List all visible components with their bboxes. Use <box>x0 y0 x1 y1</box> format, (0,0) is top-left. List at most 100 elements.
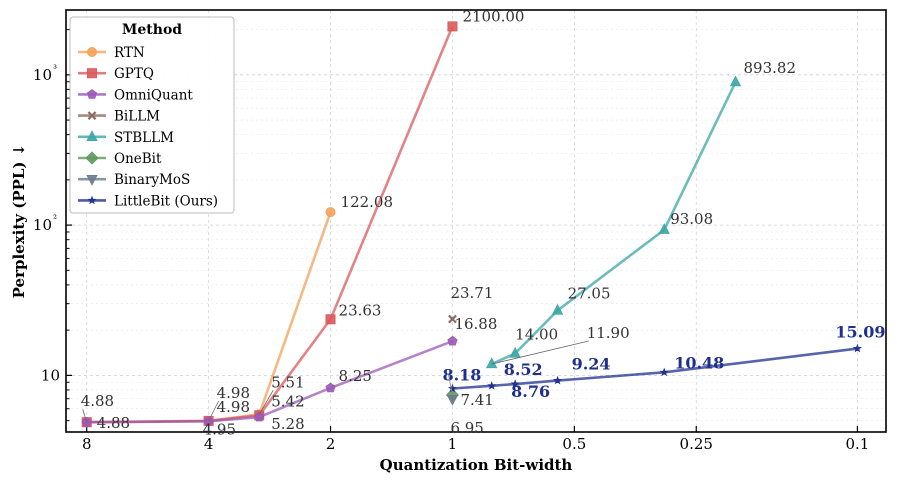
legend-entry-stbllm: STBLLM <box>78 130 174 146</box>
annotation-label-bold: 8.18 <box>442 365 481 384</box>
x-tick-label: 0.5 <box>562 435 586 453</box>
annotation-label: 7.41 <box>460 391 493 409</box>
annotation-label: 11.90 <box>587 324 630 342</box>
annotation-label: 93.08 <box>670 210 713 228</box>
annotation-label: 23.63 <box>339 301 382 319</box>
data-point-littlebit-ours <box>487 381 497 390</box>
data-point-rtn <box>325 207 336 218</box>
legend: Method RTN GPTQ OmniQuant BiLLM STBLLM OneBit B… <box>69 16 235 214</box>
annotation-label: 893.82 <box>744 59 797 77</box>
legend-entry-gptq: GPTQ <box>78 66 154 82</box>
series-binarymos <box>446 394 459 406</box>
annotation-label-bold: 9.24 <box>572 355 611 374</box>
series-stbllm <box>486 75 742 369</box>
data-point-littlebit-ours <box>447 383 457 393</box>
data-point-gptq <box>325 314 336 325</box>
annotation-label: 8.25 <box>339 367 372 385</box>
data-point-littlebit-ours <box>553 375 563 385</box>
annotation-label: 5.28 <box>271 415 304 433</box>
y-tick-label: 10 <box>41 366 60 384</box>
series-billm <box>448 314 457 324</box>
data-point-stbllm <box>658 223 670 234</box>
annotation-label-bold: 8.52 <box>504 360 543 379</box>
x-tick-label: 0.1 <box>845 435 869 453</box>
annotation-label: 4.88 <box>81 392 114 410</box>
x-tick-label: 0.25 <box>680 435 713 453</box>
series-littlebit-ours <box>447 343 862 393</box>
y-tick-exponent: ² <box>53 214 57 225</box>
data-point-littlebit-ours <box>852 343 862 353</box>
legend-marker-triangle-up <box>86 130 98 141</box>
legend-marker-diamond <box>85 151 99 165</box>
legend-entry-littlebit-ours: LittleBit (Ours) <box>78 193 218 209</box>
annotation-label: 14.00 <box>515 325 558 343</box>
annotation-label-bold: 10.48 <box>674 353 724 372</box>
annotation-label: 122.08 <box>341 193 394 211</box>
annotation-label: 27.05 <box>568 284 611 302</box>
legend-marker-pentagon <box>86 89 98 99</box>
annotation-label-bold: 15.09 <box>835 323 885 342</box>
legend-entry-rtn: RTN <box>78 45 145 61</box>
x-tick-label: 2 <box>326 435 336 453</box>
annotation-label-bold: 8.76 <box>511 382 550 401</box>
annotation-label: 6.95 <box>450 419 483 437</box>
x-tick-label: 1 <box>448 435 458 453</box>
data-point-littlebit-ours <box>510 379 520 388</box>
legend-box <box>69 16 235 214</box>
legend-label: BiLLM <box>114 109 160 125</box>
plot-frame <box>65 9 887 433</box>
legend-entry-omniquant: OmniQuant <box>78 87 193 103</box>
annotation-layer: 4.88 4.88 4.984.98 4.95 5.515.42 5.28 122.08 23… <box>81 7 886 438</box>
data-point-stbllm <box>729 75 742 87</box>
data-point-stbllm <box>551 303 564 315</box>
annotation-label: 23.71 <box>450 284 493 302</box>
legend-label: LittleBit (Ours) <box>114 193 218 209</box>
x-tick-label: 8 <box>82 435 92 453</box>
data-point-billm <box>448 314 457 324</box>
legend-marker-x <box>87 111 97 120</box>
annotation-leader <box>208 400 219 422</box>
data-point-omniquant <box>254 411 265 422</box>
data-point-omniquant <box>325 382 336 393</box>
annotation-label: 16.88 <box>454 315 497 333</box>
legend-entry-binarymos: BinaryMoS <box>78 172 190 188</box>
series-line-littlebit-ours <box>452 347 858 390</box>
series-omniquant <box>81 335 458 427</box>
legend-label: STBLLM <box>114 130 174 146</box>
annotation-label: 2100.00 <box>462 7 524 25</box>
legend-title: Method <box>122 22 182 38</box>
legend-label: RTN <box>114 45 145 61</box>
y-axis-label: Perplexity (PPL) ↓ <box>10 144 28 299</box>
legend-marker-circle <box>87 47 98 58</box>
legend-entry-billm: BiLLM <box>78 109 160 125</box>
annotation-label: 5.42 <box>271 392 304 410</box>
data-point-littlebit-ours <box>659 367 669 377</box>
data-point-stbllm <box>509 346 521 358</box>
annotation-leader <box>82 409 88 423</box>
legend-marker-star <box>87 195 97 205</box>
data-point-omniquant <box>447 335 458 346</box>
legend-entry-onebit: OneBit <box>78 151 162 167</box>
data-point-binarymos <box>446 394 459 406</box>
annotation-label: 4.95 <box>203 420 236 438</box>
annotation-label: 4.88 <box>97 414 130 432</box>
legend-label: BinaryMoS <box>114 172 190 188</box>
x-axis-label: Quantization Bit-width <box>380 456 573 474</box>
legend-label: OmniQuant <box>114 87 193 103</box>
data-point-gptq <box>447 21 458 32</box>
annotation-leader <box>258 390 274 415</box>
annotation-leader <box>448 374 453 396</box>
y-tick-exponent: ³ <box>53 64 57 75</box>
annotation-label: 4.98 <box>217 398 250 416</box>
x-tick-label: 4 <box>204 435 214 453</box>
legend-label: OneBit <box>114 151 162 167</box>
legend-label: GPTQ <box>114 66 154 82</box>
annotation-label: 5.51 <box>271 373 304 391</box>
y-tick-label: 10 <box>33 66 52 84</box>
annotation-leader <box>491 340 589 365</box>
legend-marker-triangle-down <box>86 175 98 186</box>
y-tick-label: 10 <box>33 216 52 234</box>
